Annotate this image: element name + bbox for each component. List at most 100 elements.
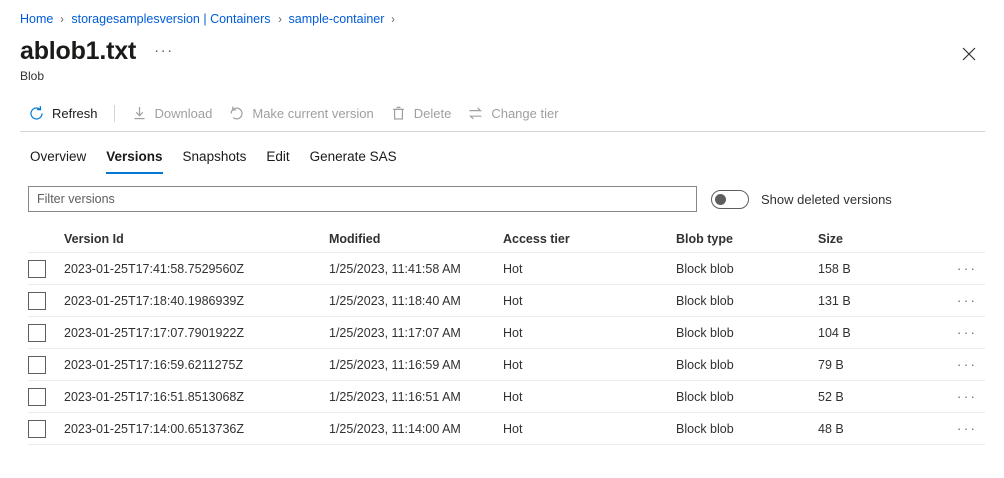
table-row[interactable]: 2023-01-25T17:17:07.7901922Z 1/25/2023, 1… xyxy=(28,317,985,349)
cell-access-tier: Hot xyxy=(503,421,523,436)
tab-edit[interactable]: Edit xyxy=(266,149,290,164)
row-checkbox-cell xyxy=(28,259,64,278)
close-button[interactable] xyxy=(956,41,982,67)
toggle-knob xyxy=(715,193,726,205)
row-checkbox-cell xyxy=(28,323,64,342)
cell-blob-type: Block blob xyxy=(676,357,734,372)
cell-access-tier: Hot xyxy=(503,389,523,404)
cell-blob-type: Block blob xyxy=(676,261,734,276)
row-actions-cell: ··· xyxy=(948,292,985,308)
swap-icon xyxy=(467,105,484,122)
cell-version-id[interactable]: 2023-01-25T17:16:51.8513068Z xyxy=(64,389,245,404)
cell-version-id[interactable]: 2023-01-25T17:18:40.1986939Z xyxy=(64,293,245,308)
row-context-menu-icon[interactable]: ··· xyxy=(957,388,978,404)
row-checkbox-cell xyxy=(28,387,64,406)
more-options-icon[interactable]: ··· xyxy=(154,42,174,59)
row-checkbox-cell xyxy=(28,291,64,310)
refresh-button[interactable]: Refresh xyxy=(20,99,106,127)
command-separator xyxy=(113,104,115,122)
show-deleted-versions-label: Show deleted versions xyxy=(761,191,892,207)
header-modified[interactable]: Modified xyxy=(329,231,381,246)
title-row: ablob1.txt ··· xyxy=(20,36,174,66)
table-row[interactable]: 2023-01-25T17:16:59.6211275Z 1/25/2023, 1… xyxy=(28,349,985,381)
cell-size: 79 B xyxy=(818,357,844,372)
make-current-version-button[interactable]: Make current version xyxy=(220,99,381,127)
header-access-tier[interactable]: Access tier xyxy=(503,231,570,246)
row-context-menu-icon[interactable]: ··· xyxy=(957,356,978,372)
close-icon xyxy=(962,47,976,61)
table-row[interactable]: 2023-01-25T17:16:51.8513068Z 1/25/2023, 1… xyxy=(28,381,985,413)
cell-modified: 1/25/2023, 11:16:51 AM xyxy=(329,389,461,404)
row-checkbox[interactable] xyxy=(28,323,46,342)
header-version-id[interactable]: Version Id xyxy=(64,231,124,246)
trash-icon xyxy=(390,105,407,122)
row-context-menu-icon[interactable]: ··· xyxy=(957,324,978,340)
table-row[interactable]: 2023-01-25T17:41:58.7529560Z 1/25/2023, 1… xyxy=(28,253,985,285)
toolbar-divider xyxy=(20,131,985,132)
row-actions-cell: ··· xyxy=(948,324,985,340)
header-size[interactable]: Size xyxy=(818,231,844,246)
delete-label: Delete xyxy=(413,105,452,121)
cell-blob-type: Block blob xyxy=(676,325,734,340)
row-checkbox[interactable] xyxy=(28,355,46,374)
row-actions-cell: ··· xyxy=(948,420,985,436)
row-checkbox[interactable] xyxy=(28,259,46,278)
cell-access-tier: Hot xyxy=(503,293,523,308)
breadcrumb-item-storage-account[interactable]: storagesamplesversion | Containers xyxy=(71,12,271,26)
cell-size: 52 B xyxy=(818,389,844,404)
row-checkbox-cell xyxy=(28,355,64,374)
cell-version-id[interactable]: 2023-01-25T17:16:59.6211275Z xyxy=(64,357,244,372)
show-deleted-versions-toggle[interactable] xyxy=(711,189,749,209)
cell-size: 104 B xyxy=(818,325,851,340)
download-button[interactable]: Download xyxy=(123,99,221,127)
restore-icon xyxy=(228,105,245,122)
tab-overview[interactable]: Overview xyxy=(30,149,87,164)
tab-bar: Overview Versions Snapshots Edit Generat… xyxy=(20,146,407,174)
command-bar: Refresh Download Make current version xyxy=(20,99,567,127)
cell-modified: 1/25/2023, 11:18:40 AM xyxy=(329,293,461,308)
cell-modified: 1/25/2023, 11:14:00 AM xyxy=(329,421,461,436)
download-icon xyxy=(131,105,148,122)
tab-snapshots[interactable]: Snapshots xyxy=(182,149,247,164)
header-blob-type[interactable]: Blob type xyxy=(676,231,733,246)
breadcrumb: Home › storagesamplesversion | Container… xyxy=(20,11,402,27)
delete-button[interactable]: Delete xyxy=(382,99,460,127)
page-subtitle: Blob xyxy=(20,69,45,83)
cell-size: 131 B xyxy=(818,293,851,308)
cell-version-id[interactable]: 2023-01-25T17:14:00.6513736Z xyxy=(64,421,245,436)
row-context-menu-icon[interactable]: ··· xyxy=(957,420,978,436)
row-checkbox[interactable] xyxy=(28,387,46,406)
cell-blob-type: Block blob xyxy=(676,389,734,404)
table-header-row: Version Id Modified Access tier Blob typ… xyxy=(28,225,985,253)
row-checkbox[interactable] xyxy=(28,419,46,438)
cell-size: 158 B xyxy=(818,261,851,276)
row-actions-cell: ··· xyxy=(948,260,985,276)
cell-size: 48 B xyxy=(818,421,844,436)
row-context-menu-icon[interactable]: ··· xyxy=(957,292,978,308)
cell-modified: 1/25/2023, 11:16:59 AM xyxy=(329,357,461,372)
breadcrumb-item-container[interactable]: sample-container xyxy=(288,12,385,26)
cell-version-id[interactable]: 2023-01-25T17:41:58.7529560Z xyxy=(64,261,245,276)
cell-access-tier: Hot xyxy=(503,357,523,372)
row-checkbox[interactable] xyxy=(28,291,46,310)
breadcrumb-separator-icon: › xyxy=(391,12,396,26)
cell-modified: 1/25/2023, 11:17:07 AM xyxy=(329,325,461,340)
change-tier-label: Change tier xyxy=(491,105,559,121)
cell-access-tier: Hot xyxy=(503,261,523,276)
breadcrumb-separator-icon: › xyxy=(277,12,282,26)
table-row[interactable]: 2023-01-25T17:18:40.1986939Z 1/25/2023, 1… xyxy=(28,285,985,317)
tab-generate-sas[interactable]: Generate SAS xyxy=(309,149,397,164)
filter-row: Show deleted versions xyxy=(28,186,892,212)
row-context-menu-icon[interactable]: ··· xyxy=(957,260,978,276)
refresh-icon xyxy=(28,105,45,122)
filter-versions-input[interactable] xyxy=(28,186,697,212)
versions-table: Version Id Modified Access tier Blob typ… xyxy=(28,225,985,445)
table-row[interactable]: 2023-01-25T17:14:00.6513736Z 1/25/2023, 1… xyxy=(28,413,985,445)
tab-versions[interactable]: Versions xyxy=(96,146,172,174)
cell-modified: 1/25/2023, 11:41:58 AM xyxy=(329,261,461,276)
breadcrumb-item-home[interactable]: Home xyxy=(20,12,54,26)
make-current-version-label: Make current version xyxy=(252,105,374,121)
cell-version-id[interactable]: 2023-01-25T17:17:07.7901922Z xyxy=(64,325,245,340)
change-tier-button[interactable]: Change tier xyxy=(459,99,566,127)
